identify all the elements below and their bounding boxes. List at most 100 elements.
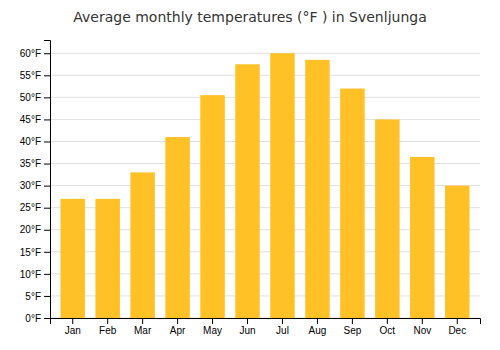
bar xyxy=(270,53,294,318)
x-axis-line xyxy=(51,319,481,325)
y-tick-mark xyxy=(44,53,50,54)
y-tick-mark xyxy=(44,97,50,98)
y-tick-label: 45°F xyxy=(20,114,41,125)
title: Average monthly temperatures (°F ) in Sv… xyxy=(73,9,427,25)
bar xyxy=(200,95,224,318)
x-tick: Dec xyxy=(448,318,466,336)
x-tick-label: Apr xyxy=(170,325,186,336)
x-tick: Nov xyxy=(413,318,431,336)
y-tick: 15°F xyxy=(20,247,50,258)
y-tick: 55°F xyxy=(20,70,50,81)
x-tick-label: Oct xyxy=(380,325,396,336)
y-tick: 0°F xyxy=(25,313,50,324)
x-tick-label: Jan xyxy=(65,325,81,336)
x-tick-mark xyxy=(352,318,353,324)
y-tick-label: 10°F xyxy=(20,269,41,280)
bar xyxy=(60,199,84,318)
x-tick: Apr xyxy=(170,318,186,336)
grid xyxy=(50,53,480,318)
x-tick-mark xyxy=(387,318,388,324)
x-tick: May xyxy=(203,318,222,336)
x-axis: Jan Feb Mar Apr May Jun Jul Aug Sep Oct Nov Dec xyxy=(51,318,481,336)
grid-line xyxy=(50,75,480,76)
x-tick-mark xyxy=(107,318,108,324)
y-tick-mark xyxy=(44,208,50,209)
y-tick: 60°F xyxy=(20,48,50,59)
y-tick-mark xyxy=(44,318,50,319)
y-tick-mark xyxy=(44,141,50,142)
y-tick-mark xyxy=(44,75,50,76)
bar xyxy=(95,199,119,318)
y-tick-mark xyxy=(44,296,50,297)
x-tick-label: Feb xyxy=(99,325,117,336)
bar xyxy=(130,172,154,318)
bars xyxy=(60,53,469,318)
y-tick-mark xyxy=(44,274,50,275)
x-tick: Jul xyxy=(276,318,289,336)
x-tick-mark xyxy=(422,318,423,324)
x-tick: Oct xyxy=(380,318,396,336)
bar xyxy=(410,157,434,318)
x-tick-mark xyxy=(212,318,213,324)
y-tick-mark xyxy=(44,164,50,165)
x-tick-label: Mar xyxy=(134,325,152,336)
y-tick-label: 0°F xyxy=(25,313,41,324)
x-tick-mark xyxy=(72,318,73,324)
y-tick: 50°F xyxy=(20,92,50,103)
x-tick-mark xyxy=(282,318,283,324)
y-tick-label: 55°F xyxy=(20,70,41,81)
x-tick-mark xyxy=(317,318,318,324)
y-tick: 35°F xyxy=(20,158,50,169)
grid-line xyxy=(50,97,480,98)
y-tick: 25°F xyxy=(20,202,50,213)
y-tick-mark xyxy=(44,186,50,187)
x-tick: Aug xyxy=(309,318,327,336)
y-axis-line xyxy=(44,41,51,319)
y-axis: 0°F 5°F 10°F 15°F 20°F 25°F 30°F 35°F 40°F 45°F 50… xyxy=(20,41,51,324)
bar xyxy=(375,119,399,318)
bar xyxy=(235,64,259,318)
x-tick-label: Jul xyxy=(276,325,289,336)
bar xyxy=(340,89,364,318)
x-tick: Jan xyxy=(65,318,81,336)
x-tick-mark xyxy=(457,318,458,324)
x-tick: Feb xyxy=(99,318,117,336)
chart: Average monthly temperatures (°F ) in Sv… xyxy=(0,0,500,350)
y-tick-mark xyxy=(44,252,50,253)
x-tick-label: May xyxy=(203,325,222,336)
y-tick: 20°F xyxy=(20,224,50,235)
bar xyxy=(445,186,469,318)
y-tick-label: 20°F xyxy=(20,224,41,235)
x-tick-mark xyxy=(177,318,178,324)
y-tick: 40°F xyxy=(20,136,50,147)
y-tick-label: 15°F xyxy=(20,247,41,258)
y-tick: 30°F xyxy=(20,180,50,191)
y-tick-label: 25°F xyxy=(20,202,41,213)
x-tick-label: Sep xyxy=(343,325,361,336)
x-tick-mark xyxy=(142,318,143,324)
x-tick: Jun xyxy=(239,318,255,336)
bar xyxy=(305,60,329,318)
y-tick-label: 50°F xyxy=(20,92,41,103)
x-tick-label: Jun xyxy=(239,325,255,336)
y-tick-label: 30°F xyxy=(20,180,41,191)
y-tick: 10°F xyxy=(20,269,50,280)
y-tick-mark xyxy=(44,119,50,120)
x-tick: Mar xyxy=(134,318,152,336)
grid-line xyxy=(50,141,480,142)
y-tick-label: 60°F xyxy=(20,48,41,59)
x-tick-label: Nov xyxy=(413,325,431,336)
y-tick: 45°F xyxy=(20,114,50,125)
x-tick-label: Dec xyxy=(448,325,466,336)
x-tick-mark xyxy=(247,318,248,324)
bar xyxy=(165,137,189,318)
y-tick-mark xyxy=(44,230,50,231)
x-tick: Sep xyxy=(343,318,361,336)
grid-line xyxy=(50,53,480,54)
y-tick-label: 40°F xyxy=(20,136,41,147)
y-tick-label: 35°F xyxy=(20,158,41,169)
plot: 0°F 5°F 10°F 15°F 20°F 25°F 30°F 35°F 40°F 45°F 50… xyxy=(20,41,481,337)
y-tick: 5°F xyxy=(25,291,50,302)
y-tick-label: 5°F xyxy=(25,291,41,302)
x-tick-label: Aug xyxy=(309,325,327,336)
